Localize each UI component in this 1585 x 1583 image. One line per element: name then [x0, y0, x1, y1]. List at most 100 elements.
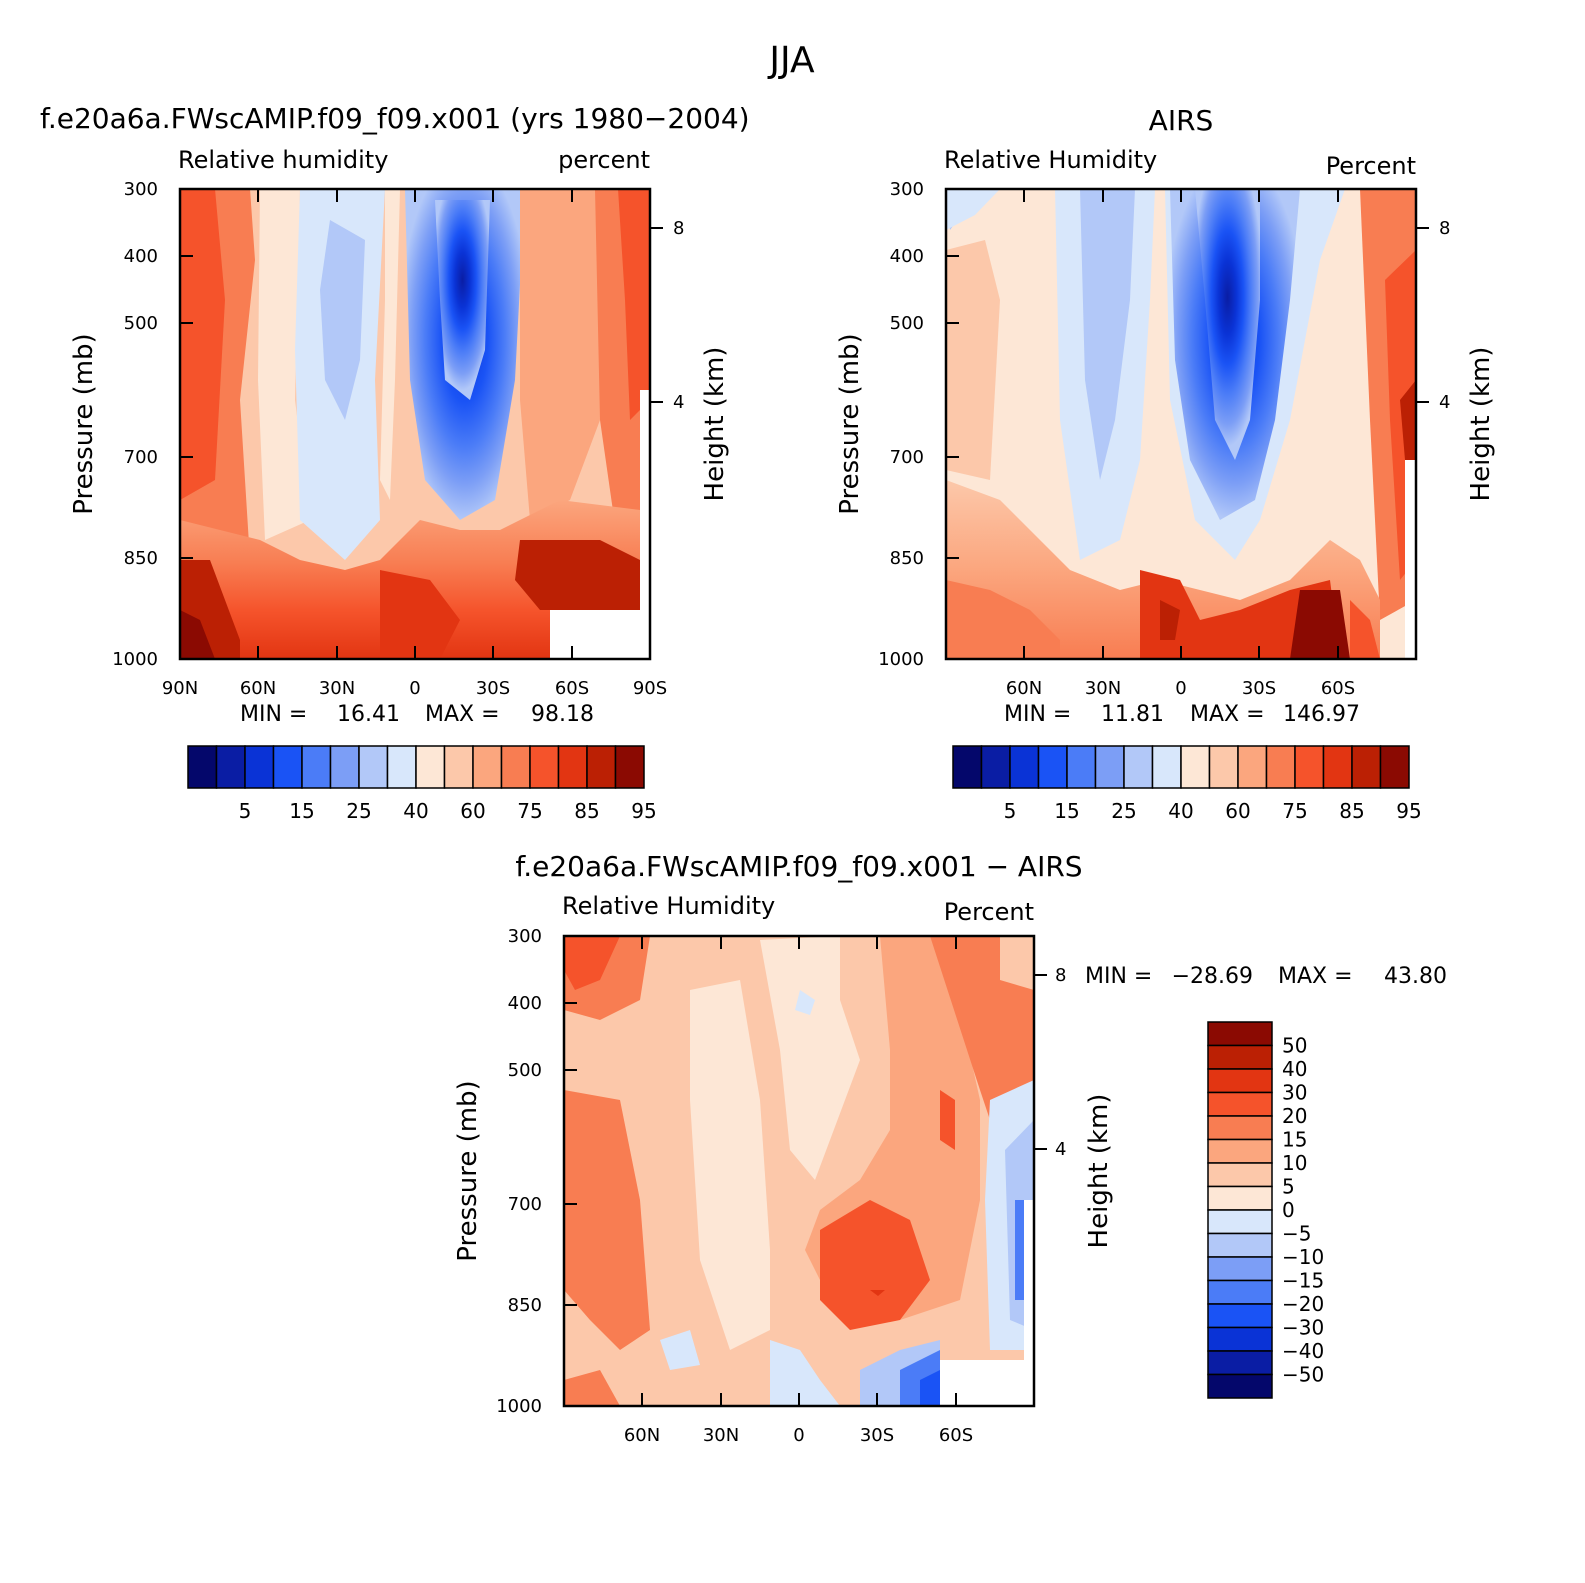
panel-diff-max-value: 43.80 [1384, 964, 1447, 989]
panel-diff-xtick: 30S [860, 1425, 894, 1446]
colorbar-label: 30 [1282, 1081, 1307, 1105]
panel-diff-title: f.e20a6a.FWscAMIP.f09_f09.x001 − AIRS [515, 850, 1082, 883]
colorbar-swatch [614, 745, 645, 789]
panel-diff: f.e20a6a.FWscAMIP.f09_f09.x001 − AIRS Re… [453, 850, 1447, 1446]
colorbar-swatch [272, 745, 303, 789]
panel-diff-ytick: 300 [508, 926, 542, 947]
panel-diff-xtick: 0 [793, 1425, 804, 1446]
panel-model-ylabel-right: Height (km) [700, 347, 730, 502]
panel-model-ytick: 400 [124, 246, 158, 267]
colorbar-swatch [1294, 745, 1325, 789]
colorbar-swatch [1207, 1021, 1273, 1047]
panel-airs-ytick: 700 [890, 447, 924, 468]
colorbar-swatch [1351, 745, 1382, 789]
panel-airs-max-value: 146.97 [1283, 702, 1360, 727]
panel-airs-xtick: 30S [1242, 678, 1276, 699]
panel-model-xtick: 90S [633, 678, 667, 699]
panel-airs-ytick: 1000 [878, 649, 924, 670]
colorbar-label: −40 [1282, 1339, 1324, 1363]
colorbar-label: 5 [1004, 799, 1017, 823]
colorbar-swatch [215, 745, 246, 789]
panel-model-right-string: percent [558, 146, 650, 174]
colorbar-label: 25 [1111, 799, 1136, 823]
colorbar-swatch [415, 745, 446, 789]
panel-model-ytick-right: 8 [673, 218, 684, 239]
colorbar-swatch [443, 745, 474, 789]
colorbar-label: −50 [1282, 1363, 1324, 1387]
panel-diff-ytick: 1000 [496, 1396, 542, 1417]
colorbar-swatch [980, 745, 1011, 789]
colorbar-label: −10 [1282, 1245, 1324, 1269]
panel-diff-min-value: −28.69 [1172, 964, 1253, 989]
colorbar-swatch [1151, 745, 1182, 789]
colorbar-label: 75 [1282, 799, 1307, 823]
colorbar-swatch [187, 745, 218, 789]
colorbar-label: 10 [1282, 1151, 1307, 1175]
colorbar-swatch [1094, 745, 1125, 789]
panel-model-ticks [179, 188, 663, 660]
panel-airs-right-string: Percent [1326, 152, 1416, 180]
panel-airs-ytick: 500 [890, 313, 924, 334]
colorbar-swatch [1207, 1350, 1273, 1376]
panel-diff-ticks [564, 935, 1047, 1407]
panel-airs-xtick: 60N [1006, 678, 1042, 699]
panel-model-xtick: 60S [555, 678, 589, 699]
panel-airs-ticks [946, 188, 1429, 660]
panel-model-max-value: 98.18 [531, 702, 594, 727]
panel-model-ytick: 500 [124, 313, 158, 334]
panel-diff-min-label: MIN = [1085, 964, 1152, 989]
panel-diff-left-string: Relative Humidity [562, 892, 775, 920]
colorbar-label: 40 [403, 799, 428, 823]
panel-airs-min-label: MIN = [1004, 702, 1071, 727]
panel-airs-ytick-right: 4 [1439, 392, 1450, 413]
panel-model: f.e20a6a.FWscAMIP.f09_f09.x001 (yrs 1980… [40, 102, 750, 823]
colorbar-swatch [1037, 745, 1068, 789]
colorbar-swatch [386, 745, 417, 789]
colorbar-label: 60 [1225, 799, 1250, 823]
colorbar-swatch [1207, 1138, 1273, 1164]
panel-airs-title: AIRS [1149, 104, 1214, 137]
panel-airs-ytick: 850 [890, 548, 924, 569]
colorbar-label: 20 [1282, 1104, 1307, 1128]
panel-model-xtick: 60N [240, 678, 276, 699]
panel-diff-ytick: 400 [508, 993, 542, 1014]
panel-diff-xtick: 30N [703, 1425, 739, 1446]
colorbar-label: 75 [517, 799, 542, 823]
panel-diff-ylabel: Pressure (mb) [453, 1080, 483, 1261]
figure-title: JJA [767, 40, 815, 81]
colorbar-label: 25 [346, 799, 371, 823]
colorbar-swatch [1207, 1279, 1273, 1305]
colorbar-swatch [1207, 1232, 1273, 1258]
colorbar-swatch [472, 745, 503, 789]
panel-model-ytick: 1000 [112, 649, 158, 670]
panel-model-contour-field [180, 189, 650, 659]
colorbar-label: 60 [460, 799, 485, 823]
panel-diff-ytick-right: 4 [1055, 1139, 1066, 1160]
panel-model-ylabel: Pressure (mb) [69, 333, 99, 514]
panel-model-ytick: 850 [124, 548, 158, 569]
panel-diff-ytick: 850 [508, 1295, 542, 1316]
panel-diff-max-label: MAX = [1278, 964, 1353, 989]
colorbar-swatch [1207, 1209, 1273, 1235]
colorbar-label: 50 [1282, 1034, 1307, 1058]
panel-model-left-string: Relative humidity [178, 146, 388, 174]
panel-airs-left-string: Relative Humidity [944, 146, 1157, 174]
colorbar-label: 85 [574, 799, 599, 823]
colorbar-label: 85 [1339, 799, 1364, 823]
colorbar-swatch [557, 745, 588, 789]
panel-model-ytick: 700 [124, 447, 158, 468]
colorbar-swatch [301, 745, 332, 789]
colorbar-swatch [1207, 1091, 1273, 1117]
panel-model-min-label: MIN = [240, 702, 307, 727]
colorbar-swatch [1207, 1326, 1273, 1352]
panel-airs-max-label: MAX = [1190, 702, 1265, 727]
panel-model-min-value: 16.41 [337, 702, 400, 727]
colorbar-label: 40 [1282, 1057, 1307, 1081]
colorbar-swatch [329, 745, 360, 789]
colorbar-label: −30 [1282, 1316, 1324, 1340]
panel-airs-contour-field [946, 189, 1416, 659]
panel-diff-right-string: Percent [944, 898, 1034, 926]
colorbar-swatch [529, 745, 560, 789]
colorbar-swatch [1207, 1373, 1273, 1399]
